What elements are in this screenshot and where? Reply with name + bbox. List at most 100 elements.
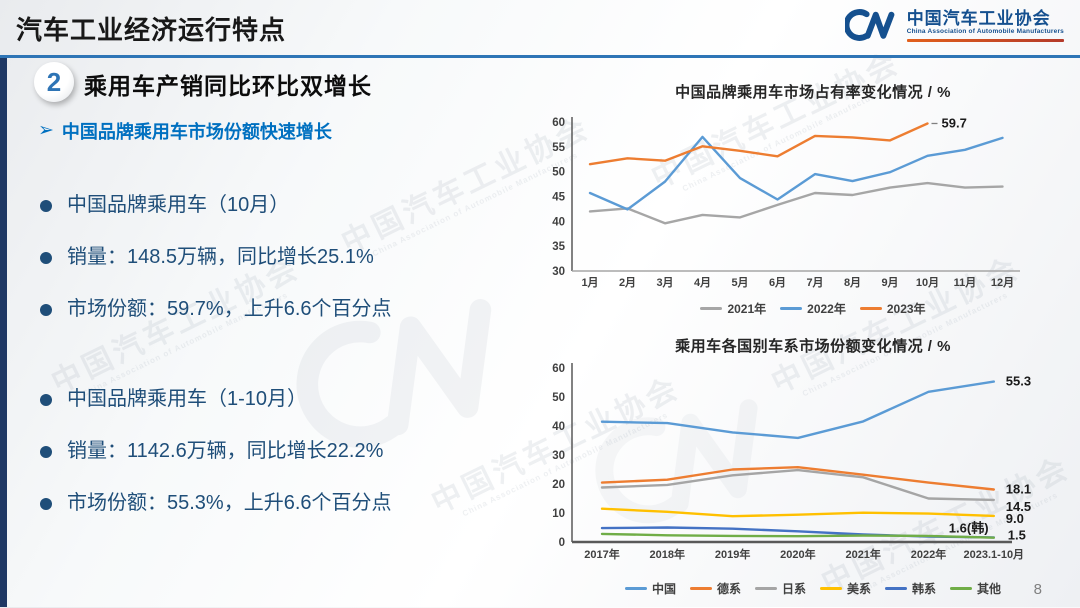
svg-text:30: 30 <box>552 450 565 462</box>
svg-text:30: 30 <box>552 266 565 278</box>
svg-text:2017年: 2017年 <box>584 547 619 561</box>
bullet-item: 中国品牌乘用车（10月） <box>40 194 528 217</box>
bullet-item: 市场份额：59.7%，上升6.6个百分点 <box>40 298 528 321</box>
legend-item: 其他 <box>950 580 1001 597</box>
svg-text:10: 10 <box>552 508 565 520</box>
market-share-by-origin-chart: 乘用车各国别车系市场份额变化情况 / % 0 10 20 30 40 50 60 2017年 2… <box>546 336 1080 597</box>
svg-text:0: 0 <box>559 537 565 549</box>
page-title: 汽车工业经济运行特点 <box>16 15 287 45</box>
legend-label: 美系 <box>847 582 872 596</box>
chart-canvas: 0 10 20 30 40 50 60 2017年 2018年 2019年 2020年 2021年 20… <box>552 363 1031 561</box>
legend-label: 德系 <box>716 582 741 596</box>
section-title: 乘用车产销同比环比双增长 <box>84 73 372 99</box>
legend-swatch-icon <box>754 587 777 590</box>
market-share-by-year-chart: 中国品牌乘用车市场占有率变化情况 / % 30 35 40 45 50 55 60 1月 2月 3… <box>546 82 1080 317</box>
section-number-badge: 2 <box>34 62 74 102</box>
svg-text:2023.1-10月: 2023.1-10月 <box>964 548 1025 561</box>
svg-text:18.1: 18.1 <box>1006 482 1031 497</box>
left-accent-bar <box>0 58 7 607</box>
ghost-logo-icon <box>276 273 545 476</box>
bullet-item: 中国品牌乘用车（1-10月） <box>40 388 528 411</box>
svg-text:35: 35 <box>552 241 565 253</box>
svg-text:4月: 4月 <box>694 276 711 289</box>
legend-swatch-icon <box>700 307 723 310</box>
svg-text:1.5: 1.5 <box>1008 528 1026 543</box>
chart-title: 中国品牌乘用车市场占有率变化情况 / % <box>675 84 951 101</box>
bullet-text: 中国品牌乘用车（10月） <box>67 194 290 216</box>
svg-text:55.3: 55.3 <box>1006 374 1031 389</box>
svg-text:3月: 3月 <box>656 276 673 289</box>
logo-underline <box>906 38 1064 42</box>
logo-name-cn: 中国汽车工业协会 <box>906 8 1051 28</box>
legend-label: 2022年 <box>807 302 846 316</box>
legend-item: 2023年 <box>859 300 926 317</box>
bullet-group-jan-october: 中国品牌乘用车（1-10月） 销量：1142.6万辆，同比增长22.2% 市场份… <box>40 388 528 515</box>
bullet-dot-icon <box>40 303 52 316</box>
logo-cm-icon <box>843 7 899 43</box>
bullet-item: 销量：148.5万辆，同比增长25.1% <box>40 246 528 269</box>
svg-text:9月: 9月 <box>881 276 898 289</box>
legend-label: 日系 <box>781 582 806 596</box>
bullet-dot-icon <box>40 251 52 264</box>
svg-text:2018年: 2018年 <box>650 547 685 561</box>
legend-item: 德系 <box>689 580 741 597</box>
svg-text:59.7: 59.7 <box>942 115 967 130</box>
legend-item: 中国 <box>624 580 676 597</box>
chart-canvas: 30 35 40 45 50 55 60 1月 2月 3月 4月 5月 6月 7月 8月 9月 10月 11月 12… <box>552 115 1020 289</box>
chart-legend: 2021年 2022年 2023年 <box>546 300 1080 317</box>
svg-text:60: 60 <box>552 363 565 375</box>
svg-text:1.6(韩): 1.6(韩) <box>949 520 989 535</box>
org-logo: 中国汽车工业协会 China Association of Automobile… <box>843 7 1064 43</box>
legend-item: 2022年 <box>780 300 846 317</box>
legend-item: 韩系 <box>885 580 936 597</box>
logo-name-en: China Association of Automobile Manufact… <box>906 27 1064 35</box>
legend-label: 其他 <box>977 582 1002 596</box>
svg-text:11月: 11月 <box>954 276 977 289</box>
legend-label: 2023年 <box>886 302 926 316</box>
legend-item: 日系 <box>754 580 806 597</box>
bullet-dot-icon <box>40 393 52 406</box>
chart-title: 乘用车各国别车系市场份额变化情况 / % <box>675 338 951 355</box>
svg-text:12月: 12月 <box>991 276 1014 289</box>
section-subtitle-text: 中国品牌乘用车市场份额快速增长 <box>61 122 332 142</box>
legend-swatch-icon <box>859 307 882 310</box>
svg-text:6月: 6月 <box>769 276 786 289</box>
legend-swatch-icon <box>885 587 908 590</box>
svg-text:7月: 7月 <box>806 276 823 289</box>
legend-swatch-icon <box>624 587 647 590</box>
svg-text:40: 40 <box>552 216 565 228</box>
svg-text:10月: 10月 <box>916 276 939 289</box>
header-divider <box>0 55 1080 58</box>
legend-item: 美系 <box>820 580 871 597</box>
svg-text:20: 20 <box>552 479 565 491</box>
svg-text:2021年: 2021年 <box>845 547 880 561</box>
bullet-text: 销量：148.5万辆，同比增长25.1% <box>67 246 374 268</box>
legend-swatch-icon <box>689 587 712 590</box>
svg-text:8月: 8月 <box>844 276 861 289</box>
svg-text:2022年: 2022年 <box>911 547 946 561</box>
svg-text:45: 45 <box>552 192 565 204</box>
svg-text:2019年: 2019年 <box>715 547 750 561</box>
legend-swatch-icon <box>820 587 842 590</box>
bullet-text: 销量：1142.6万辆，同比增长22.2% <box>67 440 384 462</box>
svg-text:60: 60 <box>552 117 565 129</box>
bullet-item: 销量：1142.6万辆，同比增长22.2% <box>40 440 528 463</box>
ghost-logo-icon <box>578 378 802 548</box>
legend-swatch-icon <box>780 307 803 310</box>
svg-text:1月: 1月 <box>581 276 598 289</box>
bullet-dot-icon <box>40 445 52 458</box>
legend-label: 2021年 <box>727 302 767 316</box>
bullet-text: 市场份额：59.7%，上升6.6个百分点 <box>67 298 392 320</box>
section-subtitle: ➢ 中国品牌乘用车市场份额快速增长 <box>38 118 332 144</box>
svg-text:50: 50 <box>552 167 565 179</box>
svg-text:9.0: 9.0 <box>1006 511 1024 526</box>
legend-label: 中国 <box>651 582 676 596</box>
svg-text:14.5: 14.5 <box>1006 499 1031 514</box>
bullet-text: 市场份额：55.3%，上升6.6个百分点 <box>67 492 392 514</box>
logo-text: 中国汽车工业协会 China Association of Automobile… <box>906 8 1064 42</box>
arrow-icon: ➢ <box>38 120 54 141</box>
bullet-group-october: 中国品牌乘用车（10月） 销量：148.5万辆，同比增长25.1% 市场份额：5… <box>40 194 528 321</box>
svg-text:50: 50 <box>552 392 565 404</box>
chart-legend: 中国 德系 日系 美系 韩系 其他 <box>546 580 1080 597</box>
